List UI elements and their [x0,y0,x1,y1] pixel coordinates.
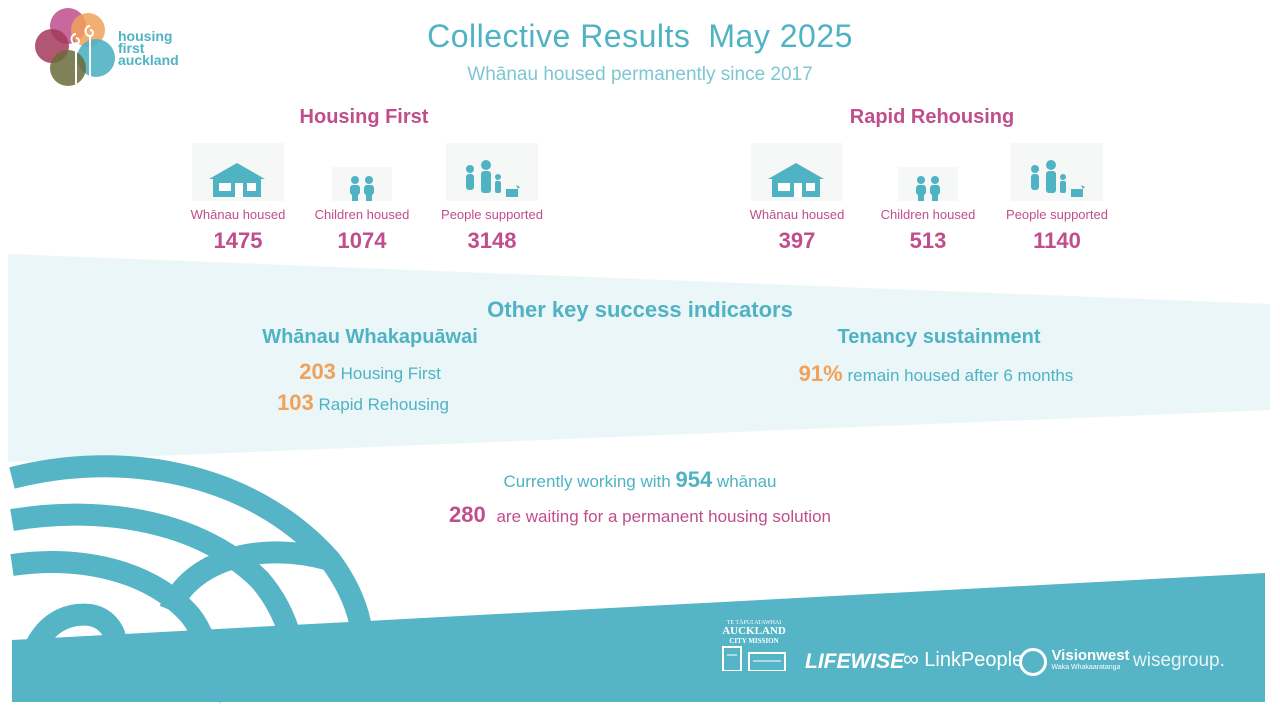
stat-value: 1140 [1033,228,1081,253]
footer-band [12,573,1265,702]
hf-whanau-stat: Whānau housed 1475 [173,143,303,254]
family-icon [1011,143,1103,201]
working-prefix: Currently working with [503,472,671,491]
stat-label: Children housed [880,207,976,222]
logo-line: auckland [118,52,179,68]
indicator-text: remain housed after 6 months [847,366,1074,385]
stat-value: 1475 [213,228,263,253]
hf-children-stat: Children housed 1074 [297,143,427,254]
indicator-value: 203 [299,359,336,384]
indicator-text: Rapid Rehousing [318,395,449,414]
stat-label: People supported [1006,207,1108,222]
stat-value: 397 [778,228,816,253]
linkpeople-logo: ∞ LinkPeople [903,646,1023,672]
koru-wave-graphic [9,455,375,703]
stat-label: Whānau housed [190,207,286,222]
indicator-band [8,254,1270,462]
whakapuawai-heading: Whānau Whakapuāwai [262,326,478,348]
linkpeople-text: LinkPeople [924,649,1024,671]
title-text: Collective Results [427,18,691,54]
tenancy-item: 91% remain housed after 6 months [736,361,1136,387]
page-title: Collective Results May 2025 [0,18,1280,55]
whakapuawai-item: 203 Housing First [220,359,520,385]
stat-label: People supported [441,207,543,222]
rr-children-stat: Children housed 513 [863,143,993,254]
acm-line1: AUCKLAND [722,625,786,637]
waiting-line: 280 are waiting for a permanent housing … [0,502,1280,528]
acm-building-icon [722,646,786,672]
title-date: May 2025 [708,18,853,54]
rr-whanau-stat: Whānau housed 397 [732,143,862,254]
acm-line2: CITY MISSION [729,637,779,645]
visionwest-sub: Waka Whakaaratanga [1051,664,1121,671]
working-suffix: whānau [716,472,777,491]
working-value: 954 [675,467,713,492]
wisegroup-logo: wisegroup. [1133,650,1225,671]
stat-label: Whānau housed [749,207,845,222]
stat-value: 3148 [467,228,517,253]
children-icon [898,167,958,201]
hf-people-stat: People supported 3148 [427,143,557,254]
waiting-value: 280 [449,502,486,527]
linkpeople-icon: ∞ [903,646,919,671]
acm-small-text: TE TĀPUI ATAWHAI [726,620,782,626]
visionwest-text: Visionwest [1051,647,1130,664]
housing-first-logo [35,8,115,86]
children-icon [332,167,392,201]
rapid-rehousing-title: Rapid Rehousing [849,106,1015,128]
lifewise-logo: LIFEWISE [805,650,905,673]
partner-logos: TE TĀPUI ATAWHAI AUCKLAND CITY MISSION L… [715,618,1235,678]
logo-wordmark: housing first auckland [118,28,179,68]
visionwest-logo: Visionwest Waka Whakaaratanga [1019,648,1130,676]
housing-first-title: Housing First [299,106,429,128]
indicator-text: Housing First [340,364,441,383]
stat-value: 1074 [337,228,387,253]
waiting-text: are waiting for a permanent housing solu… [496,507,831,526]
house-icon [192,143,284,201]
indicators-title: Other key success indicators [487,297,793,322]
whakapuawai-item: 103 Rapid Rehousing [213,390,513,416]
visionwest-icon [1019,648,1047,676]
indicator-value: 103 [277,390,314,415]
page-subtitle: Whānau housed permanently since 2017 [467,64,813,85]
indicator-value: 91% [798,361,843,386]
family-icon [446,143,538,201]
tenancy-heading: Tenancy sustainment [837,326,1041,348]
auckland-city-mission-logo: TE TĀPUI ATAWHAI AUCKLAND CITY MISSION [717,620,791,676]
house-icon [751,143,843,201]
stat-value: 513 [909,228,947,253]
rr-people-stat: People supported 1140 [992,143,1122,254]
working-with-line: Currently working with 954 whānau [0,467,1280,493]
logo-line: housing [118,28,173,44]
stat-label: Children housed [314,207,410,222]
logo-line: first [118,40,145,56]
